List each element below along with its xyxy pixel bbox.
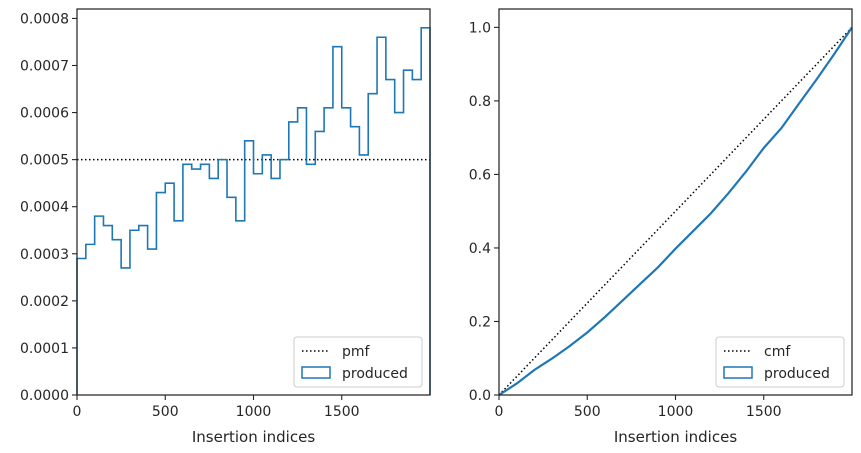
x-tick-label: 1500 <box>746 404 782 420</box>
legend-pmf-label: pmf <box>342 344 371 360</box>
x-tick-label: 1500 <box>324 404 360 420</box>
legend: cmf produced <box>715 336 845 388</box>
y-tick-label: 0.0003 <box>20 247 69 263</box>
series-produced-line <box>498 26 853 396</box>
series-produced-line <box>76 27 431 395</box>
y-tick-label: 0.0008 <box>20 11 69 27</box>
y-tick-label: 0.0000 <box>20 388 69 404</box>
x-axis-label: Insertion indices <box>192 428 315 446</box>
y-tick-label: 0.0005 <box>20 153 69 169</box>
series-cmf-line <box>498 26 853 396</box>
legend-cmf-label: cmf <box>764 344 791 360</box>
x-tick-label: 0 <box>73 404 82 420</box>
right-cmf-panel: 0 500 1000 1500 0.0 0.2 0.4 0.6 0.8 1.0 Insertion … <box>469 8 853 446</box>
y-tick-label: 0.6 <box>469 167 491 183</box>
y-tick-label: 1.0 <box>469 20 491 36</box>
legend-produced-swatch <box>723 366 753 379</box>
x-tick-label: 1000 <box>658 404 694 420</box>
y-tick-label: 0.0 <box>469 388 491 404</box>
y-tick-label: 0.0004 <box>20 200 69 216</box>
x-tick-label: 0 <box>495 404 504 420</box>
x-tick-label: 1000 <box>236 404 272 420</box>
y-tick-label: 0.8 <box>469 94 491 110</box>
legend-produced-label: produced <box>764 366 830 382</box>
legend-box <box>293 336 423 388</box>
legend: pmf produced <box>293 336 423 388</box>
legend-produced-swatch <box>301 366 331 379</box>
left-pmf-panel: 0 500 1000 1500 0.0000 0.0001 0.0002 0.0003 0.00… <box>20 8 431 446</box>
y-tick-label: 0.2 <box>469 314 491 330</box>
y-tick-label: 0.0006 <box>20 106 69 122</box>
x-axis-label: Insertion indices <box>614 428 737 446</box>
legend-produced-label: produced <box>342 366 408 382</box>
y-tick-label: 0.0007 <box>20 58 69 74</box>
legend-box <box>715 336 845 388</box>
x-tick-label: 500 <box>574 404 601 420</box>
y-tick-label: 0.0002 <box>20 294 69 310</box>
x-tick-label: 500 <box>152 404 179 420</box>
y-tick-label: 0.4 <box>469 241 491 257</box>
y-tick-label: 0.0001 <box>20 341 69 357</box>
